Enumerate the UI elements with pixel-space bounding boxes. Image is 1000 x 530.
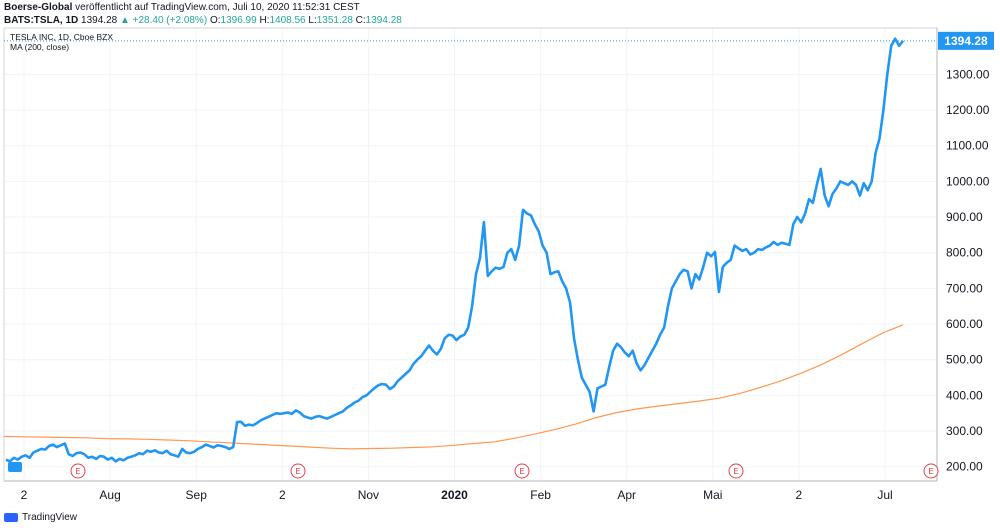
last-price: 1394.28 [81, 15, 118, 26]
event-icon [923, 463, 939, 479]
badge-background [938, 31, 994, 50]
price-tick-label: 500.00 [946, 353, 983, 367]
price-tick-label: 300.00 [946, 424, 983, 438]
earnings-event-marker: E [514, 463, 530, 479]
footer: TradingView [4, 512, 77, 523]
price-tick-label: 1300.00 [946, 67, 990, 81]
price-tick-label: 700.00 [946, 281, 983, 295]
price-tick-label: 400.00 [946, 388, 983, 402]
price-tick-label: 1200.00 [946, 103, 990, 117]
time-tick-label: Jul [877, 488, 892, 502]
time-tick-label: Aug [99, 488, 120, 502]
legend-indicator: MA (200, close) [10, 42, 69, 52]
time-tick-label: Apr [617, 488, 636, 502]
ma-200-line [3, 324, 904, 450]
event-label: E [295, 467, 300, 476]
event-label: E [519, 467, 524, 476]
price-tick-label: 1100.00 [946, 139, 989, 153]
event-label: E [733, 467, 738, 476]
open-label: O: [209, 15, 221, 26]
high-value: 1408.56 [269, 15, 306, 26]
time-tick-label: 2020 [441, 488, 468, 502]
plot-frame [3, 27, 938, 482]
quote-line: BATS:TSLA, 1D 1394.28 ▲ +28.40 (+2.08%) … [4, 15, 402, 26]
earnings-event-marker: E [728, 463, 744, 479]
legend-instrument: TESLA INC, 1D, Cboe BZX [10, 32, 113, 42]
chart-grid [4, 28, 937, 481]
low-label: L: [308, 15, 317, 26]
price-tick-label: 600.00 [946, 317, 983, 331]
time-tick-label: Mai [703, 488, 722, 502]
close-value: 1394.28 [365, 15, 402, 26]
symbol-label: BATS:TSLA, 1D [4, 15, 79, 26]
price-axis: 200.00 300.00 400.00 500.00 600.00 700.00 800.… [946, 67, 990, 473]
earnings-event-marker: E [290, 463, 306, 479]
legend: TESLA INC, 1D, Cboe BZX MA (200, close) [10, 32, 113, 52]
price-tick-label: 200.00 [946, 460, 983, 474]
publisher-name: Boerse-Global [4, 2, 73, 13]
event-icon [728, 463, 744, 479]
price-change: ▲ +28.40 (+2.08%) [119, 15, 208, 26]
published-text: veröffentlicht auf TradingView.com, Juli… [75, 2, 360, 13]
event-icon [70, 463, 86, 479]
badge-value: 1394.28 [944, 34, 988, 48]
tradingview-logo-icon [4, 513, 18, 522]
chart-logo [8, 462, 22, 472]
last-price-badge: 1394.28 [938, 31, 994, 50]
price-tick-label: 1000.00 [946, 174, 990, 188]
time-tick-label: 2 [796, 488, 803, 502]
event-icon [514, 463, 530, 479]
time-tick-label: 2 [279, 488, 286, 502]
event-icon [290, 463, 306, 479]
event-label: E [75, 467, 80, 476]
low-value: 1351.28 [316, 15, 353, 26]
tv-watermark-icon [8, 462, 22, 472]
open-value: 1396.99 [220, 15, 257, 26]
publish-line: Boerse-Global veröffentlicht auf Trading… [4, 2, 360, 13]
event-label: E [928, 467, 933, 476]
price-tick-label: 900.00 [946, 210, 983, 224]
time-tick-label: 2 [21, 488, 28, 502]
close-label: C: [355, 15, 366, 26]
tsla-price-line [5, 37, 905, 463]
footer-brand: TradingView [22, 512, 78, 523]
high-label: H: [259, 15, 270, 26]
price-tick-label: 800.00 [946, 246, 983, 260]
time-tick-label: Feb [530, 488, 551, 502]
time-axis: 2 Aug Sep 2 Nov 2020 Feb Apr Mai 2 Jul [21, 488, 893, 502]
earnings-event-marker: E [923, 463, 939, 479]
earnings-event-marker: E [70, 463, 86, 479]
time-tick-label: Nov [358, 488, 379, 502]
time-tick-label: Sep [186, 488, 208, 502]
